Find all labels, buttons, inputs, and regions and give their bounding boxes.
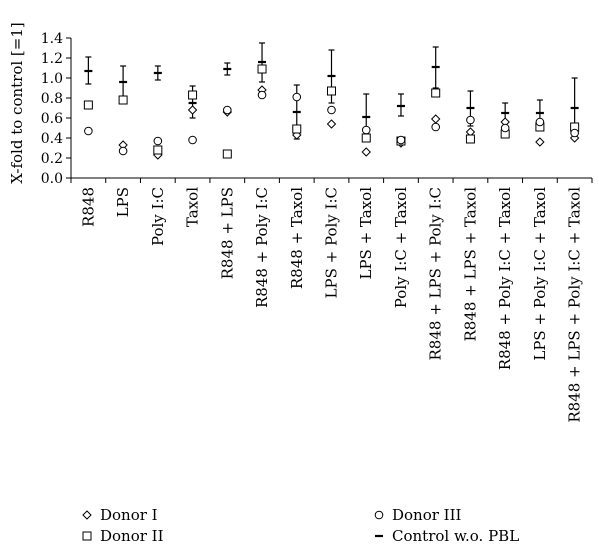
legend-item-donor-iii: Donor III: [374, 506, 462, 524]
y-tick-label: 0.0: [41, 171, 63, 187]
legend-item-control-w-o-pbl: Control w.o. PBL: [375, 527, 519, 545]
legend-item-donor-i: Donor I: [82, 506, 158, 524]
x-tick-label: LPS + Taxol: [357, 187, 375, 280]
donor-ii-point: [327, 86, 336, 96]
donor-iii-point: [570, 128, 579, 138]
legend-marker-donor-i: [82, 510, 92, 520]
legend-item-donor-ii: Donor II: [82, 527, 164, 545]
y-tick-label: 1.2: [41, 51, 63, 67]
donor-ii-point: [257, 64, 267, 74]
donor-iii-point: [257, 90, 267, 100]
donor-iii-point: [431, 122, 441, 132]
donor-i-point: [430, 114, 441, 124]
donor-i-point: [326, 119, 337, 129]
y-axis-title: X-fold to control [=1]: [8, 22, 26, 184]
donor-iii-point: [500, 123, 510, 133]
donor-ii-point: [431, 88, 441, 98]
y-tick-label: 0.6: [41, 111, 63, 127]
x-tick-label: R848 + Taxol: [288, 187, 306, 289]
legend-label: Donor III: [392, 506, 462, 524]
plot-marks: [83, 42, 580, 160]
y-tick-label: 1.4: [41, 31, 63, 47]
legend-label: Donor I: [100, 506, 158, 524]
donor-i-point: [535, 137, 545, 147]
donor-ii-point: [292, 124, 302, 134]
donor-iii-point: [188, 135, 197, 145]
x-tick-label: Poly I:C + Taxol: [392, 187, 410, 308]
x-tick-label: LPS + Poly I:C: [323, 187, 341, 298]
y-tick-label: 1.0: [41, 71, 63, 87]
legend-label: Control w.o. PBL: [392, 527, 519, 545]
x-tick-label: R848 + LPS + Poly I:C: [427, 187, 445, 360]
y-axis: 0.0 0.2 0.4 0.6 0.8 1.0 1.2 1.4: [41, 31, 72, 187]
donor-iii-point: [153, 136, 163, 146]
x-tick-label: R848 + LPS + Taxol: [461, 187, 479, 342]
donor-iii-point: [361, 125, 371, 135]
x-tick-label: R848: [79, 187, 97, 227]
legend-label: Donor II: [100, 527, 164, 545]
donor-ii-point: [222, 149, 232, 159]
legend-marker-donor-iii: [374, 510, 384, 520]
legend: Donor I Donor II Donor III Control w.o. PBL: [82, 506, 519, 545]
donor-iii-point: [396, 135, 406, 145]
x-tick-label: R848 + LPS: [218, 187, 236, 279]
y-tick-label: 0.8: [41, 91, 63, 107]
donor-iii-point: [535, 117, 545, 127]
donor-iii-point: [327, 105, 336, 115]
x-tick-label: Taxol: [184, 187, 202, 227]
donor-ii-point: [118, 95, 128, 105]
x-tick-label: Poly I:C: [149, 187, 167, 246]
y-tick-label: 0.4: [41, 131, 63, 147]
x-tick-label: R848 + LPS + Poly I:C + Taxol: [566, 187, 584, 423]
donor-ii-point: [83, 100, 93, 110]
donor-ii-point: [153, 145, 163, 155]
donor-i-point: [361, 147, 371, 157]
x-tick-label: R848 + Poly I:C + Taxol: [496, 187, 514, 370]
donor-iii-point: [84, 126, 93, 136]
donor-i-point: [187, 105, 198, 115]
x-tick-label: R848 + Poly I:C: [253, 187, 271, 308]
x-axis: R848 LPS Poly I:C Taxol R848 + LPS R848 + Pol…: [70, 177, 593, 423]
donor-ii-point: [465, 134, 475, 144]
y-tick-label: 0.2: [41, 151, 63, 167]
donor-ii-point: [361, 133, 371, 143]
donor-ii-point: [188, 90, 198, 100]
donor-iii-point: [292, 92, 302, 102]
donor-iii-point: [223, 105, 232, 115]
legend-marker-donor-ii: [82, 531, 92, 541]
x-tick-label: LPS: [114, 187, 132, 217]
donor-iii-point: [466, 115, 475, 125]
donor-iii-point: [118, 146, 128, 156]
x-tick-label: LPS + Poly I:C + Taxol: [531, 187, 549, 361]
